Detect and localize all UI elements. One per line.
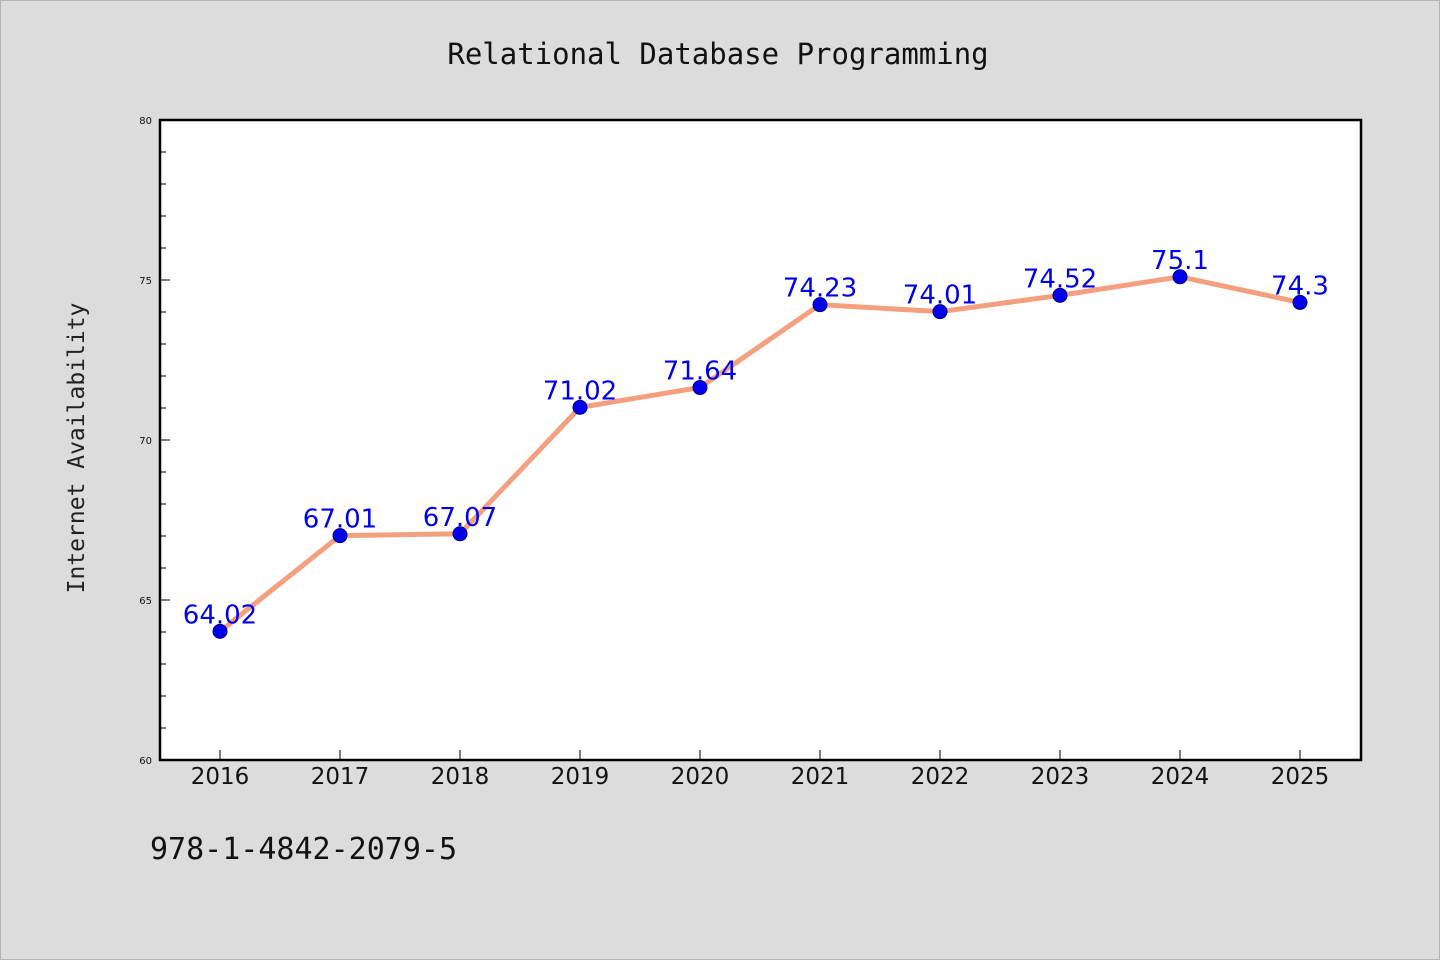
x-tick-label: 2018 xyxy=(431,764,490,790)
x-tick-label: 2022 xyxy=(911,764,970,790)
y-tick-label: 75 xyxy=(139,276,152,287)
x-tick-label: 2024 xyxy=(1151,764,1210,790)
chart-title: Relational Database Programming xyxy=(447,37,988,71)
x-tick-label: 2017 xyxy=(311,764,370,790)
data-point xyxy=(812,297,828,313)
y-tick-label: 60 xyxy=(139,756,152,767)
data-point xyxy=(452,526,468,542)
x-tick-label: 2021 xyxy=(791,764,850,790)
data-label: 71.02 xyxy=(543,376,617,406)
data-label: 67.07 xyxy=(423,503,497,533)
x-tick-label: 2020 xyxy=(671,764,730,790)
x-tick-label: 2025 xyxy=(1271,764,1330,790)
y-tick-label: 80 xyxy=(139,116,152,127)
x-tick-label: 2019 xyxy=(551,764,610,790)
x-tick-label: 2016 xyxy=(191,764,250,790)
y-tick-label: 70 xyxy=(139,436,152,447)
plot-area xyxy=(160,120,1361,760)
data-label: 71.64 xyxy=(663,357,737,387)
series-group: 64.02 67.01 67.07 71.02 71.64 74.23 74.01 74.52… xyxy=(183,246,1329,639)
isbn-text: 978-1-4842-2079-5 xyxy=(150,832,458,867)
data-label: 74.01 xyxy=(903,281,977,311)
data-label: 74.3 xyxy=(1271,271,1329,301)
x-axis: 2016 2017 2018 2019 2020 2021 2022 2023 2024 2025 xyxy=(191,750,1330,790)
data-label: 75.1 xyxy=(1151,246,1209,276)
data-label: 74.23 xyxy=(783,274,857,304)
data-point xyxy=(692,380,708,396)
data-point xyxy=(1172,269,1188,285)
y-axis-label: Internet Availability xyxy=(64,303,90,594)
data-point xyxy=(572,399,588,415)
data-point xyxy=(932,304,948,320)
data-point xyxy=(1292,294,1308,310)
data-point xyxy=(332,528,348,544)
data-label: 74.52 xyxy=(1023,264,1097,294)
data-point xyxy=(212,623,228,639)
series-line xyxy=(217,274,1303,634)
data-point xyxy=(1052,287,1068,303)
y-tick-label: 65 xyxy=(139,596,152,607)
data-label: 67.01 xyxy=(303,505,377,535)
plot-border xyxy=(158,118,1363,762)
x-tick-label: 2023 xyxy=(1031,764,1090,790)
data-label: 64.02 xyxy=(183,600,257,630)
